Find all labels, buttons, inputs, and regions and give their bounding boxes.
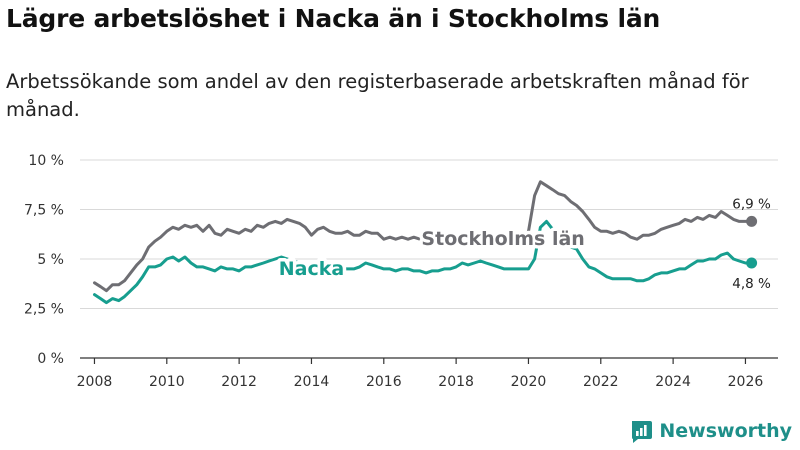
stockholm-end-point (746, 215, 758, 227)
x-tick-label: 2010 (149, 374, 185, 390)
y-tick-label: 0 % (37, 351, 64, 367)
x-tick-label: 2016 (366, 374, 402, 390)
x-tick-label: 2008 (77, 374, 113, 390)
x-tick-label: 2014 (294, 374, 330, 390)
brand-name: Newsworthy (659, 420, 792, 442)
nacka-series-label: Nacka (279, 258, 344, 280)
x-tick-label: 2012 (221, 374, 257, 390)
x-tick-label: 2020 (511, 374, 547, 390)
chart-subtitle: Arbetssökande som andel av den registerb… (6, 70, 749, 121)
stockholm-series-line (93, 180, 754, 293)
x-tick-label: 2018 (438, 374, 474, 390)
y-tick-label: 7,5 % (24, 203, 64, 219)
stockholm-series-label: Stockholms län (421, 228, 584, 250)
newsworthy-logo-icon (632, 421, 653, 443)
brand-logo: Newsworthy (629, 418, 792, 444)
y-tick-label: 5 % (37, 252, 64, 268)
nacka-end-value-label: 4,8 % (732, 276, 771, 292)
nacka-series-line (93, 219, 754, 305)
y-tick-label: 10 % (28, 153, 64, 169)
x-tick-label: 2024 (655, 374, 691, 390)
x-tick-label: 2026 (728, 374, 764, 390)
x-tick-label: 2022 (583, 374, 619, 390)
stockholm-end-value-label: 6,9 % (732, 196, 771, 212)
y-tick-label: 2,5 % (24, 302, 64, 318)
chart-title: Lägre arbetslöshet i Nacka än i Stockhol… (6, 4, 661, 33)
